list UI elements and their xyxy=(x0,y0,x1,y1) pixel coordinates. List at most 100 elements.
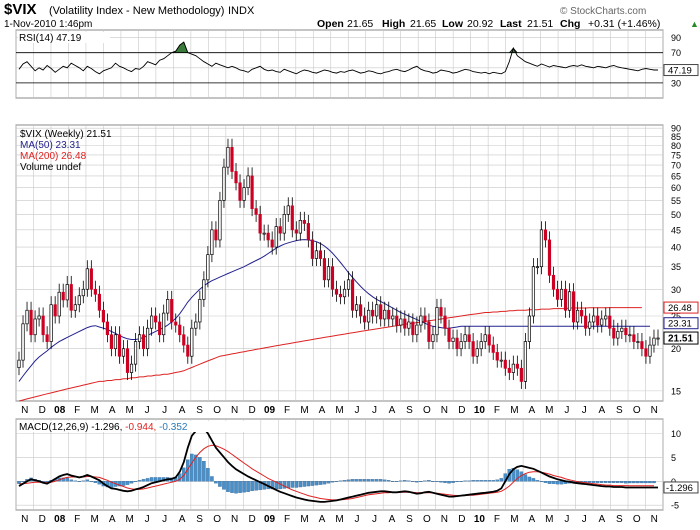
x-tick-label: N xyxy=(441,405,448,416)
candle-body xyxy=(588,321,592,329)
candle-body xyxy=(113,334,118,350)
x-tick-label: N xyxy=(231,514,238,525)
candle-body xyxy=(170,299,174,323)
macd-hist-bar xyxy=(447,481,451,484)
macd-hist-bar xyxy=(523,474,528,482)
x-tick-label: M xyxy=(335,514,343,525)
ma200-last-box xyxy=(663,301,699,314)
ma50-last-box xyxy=(663,317,699,330)
x-tick-label: J xyxy=(354,405,359,416)
macd-hist-bar xyxy=(439,481,443,483)
macd-hist-bar xyxy=(218,481,222,487)
macd-hist-bar xyxy=(624,481,628,484)
candle-body xyxy=(539,229,544,268)
candle-body xyxy=(65,284,69,301)
candle-body xyxy=(471,341,475,357)
macd-frame xyxy=(15,418,664,511)
macd-panel: -50510 MACD(12,26,9) -1.296, -0.944, -0.… xyxy=(15,418,699,511)
macd-hist-bar xyxy=(190,453,194,482)
candle-body xyxy=(150,315,154,329)
macd-hist-bar xyxy=(354,479,359,482)
macd-x-axis: N D 08 F M A M J J A S O N D 09 F M A M J J A S O N D 10 F M A M J J A S O N xyxy=(21,514,658,525)
candle-body xyxy=(133,341,138,365)
candle-body xyxy=(97,293,101,311)
candle-body xyxy=(567,291,572,311)
macd-hist-bar xyxy=(403,480,407,482)
candle-body xyxy=(202,279,206,300)
rsi-legend-value: 47.19 xyxy=(56,33,81,44)
x-tick-label: N xyxy=(651,405,658,416)
open-value: 21.65 xyxy=(347,18,373,30)
candle-body xyxy=(563,288,568,311)
x-tick-label: M xyxy=(335,405,343,416)
candle-body xyxy=(125,348,130,373)
x-tick-label: O xyxy=(633,405,641,416)
macd-hist-bar xyxy=(555,481,560,485)
price-last-label: 21.51 xyxy=(663,331,699,345)
macd-hist-bar xyxy=(370,479,375,482)
candle-body xyxy=(17,359,21,369)
price-tick-label: 20 xyxy=(671,344,681,354)
candle-body xyxy=(403,318,407,329)
candles xyxy=(17,138,660,389)
candle-body xyxy=(600,318,604,326)
macd-hist-bar xyxy=(214,481,218,484)
x-tick-label: O xyxy=(423,514,431,525)
macd-hist-bar xyxy=(535,480,540,482)
ma50-last-value: 23.31 xyxy=(668,319,692,330)
ma50-last-label: 23.31 xyxy=(663,317,699,330)
macd-hist-bar xyxy=(547,481,552,484)
candle-body xyxy=(73,304,77,311)
macd-tick-label: 10 xyxy=(671,429,681,439)
candle-body xyxy=(350,279,355,311)
macd-hist-bar xyxy=(242,481,246,493)
candle-body xyxy=(423,315,427,323)
macd-hist-bar xyxy=(125,481,130,485)
candle-body xyxy=(85,268,89,290)
candle-body xyxy=(230,146,234,172)
macd-legend-hist: -0.352 xyxy=(159,422,188,433)
candle-body xyxy=(628,334,632,337)
x-tick-label: F xyxy=(284,514,290,525)
price-tick-label: 80 xyxy=(671,141,681,151)
x-tick-label: 10 xyxy=(474,405,486,416)
candle-body xyxy=(354,304,359,311)
candle-body xyxy=(105,321,110,336)
candle-body xyxy=(117,334,122,357)
candle-body xyxy=(596,315,600,326)
rsi-legend: RSI(14) 47.19 xyxy=(19,33,82,44)
candle-body xyxy=(467,334,471,342)
price-legend-ma200: MA(200) 26.48 xyxy=(20,151,87,162)
macd-hist-bar xyxy=(632,481,636,484)
macd-tick-label: 5 xyxy=(671,453,676,463)
candle-body xyxy=(439,307,443,317)
macd-hist-bar xyxy=(399,480,403,482)
price-tick-label: 85 xyxy=(671,132,681,142)
candle-body xyxy=(624,327,628,336)
candle-body xyxy=(146,327,150,350)
macd-hist-bar xyxy=(89,481,94,482)
macd-line xyxy=(18,427,658,503)
candle-body xyxy=(262,232,266,235)
x-tick-label: N xyxy=(231,405,238,416)
macd-hist-bar xyxy=(85,479,90,482)
x-tick-label: O xyxy=(213,405,221,416)
macd-hist-bar xyxy=(636,481,640,484)
macd-hist-bar xyxy=(121,481,126,486)
x-tick-label: A xyxy=(598,405,605,416)
candle-body xyxy=(326,266,331,281)
x-tick-label: J xyxy=(372,405,377,416)
candle-body xyxy=(608,315,612,329)
macd-hist-bar xyxy=(451,481,455,483)
macd-tick-label: -5 xyxy=(671,501,679,511)
candle-body xyxy=(310,239,314,259)
candle-body xyxy=(190,327,194,357)
x-tick-label: A xyxy=(529,405,536,416)
rsi-legend-bg xyxy=(18,32,110,43)
candle-body xyxy=(495,352,499,361)
price-tick-label: 25 xyxy=(671,312,681,322)
macd-hist-bar xyxy=(616,481,620,483)
rsi-panel: 30507090 RSI(14) 47.19 47.19 xyxy=(15,29,699,99)
macd-hist-bar xyxy=(648,481,652,484)
price-tick-label: 40 xyxy=(671,243,681,253)
